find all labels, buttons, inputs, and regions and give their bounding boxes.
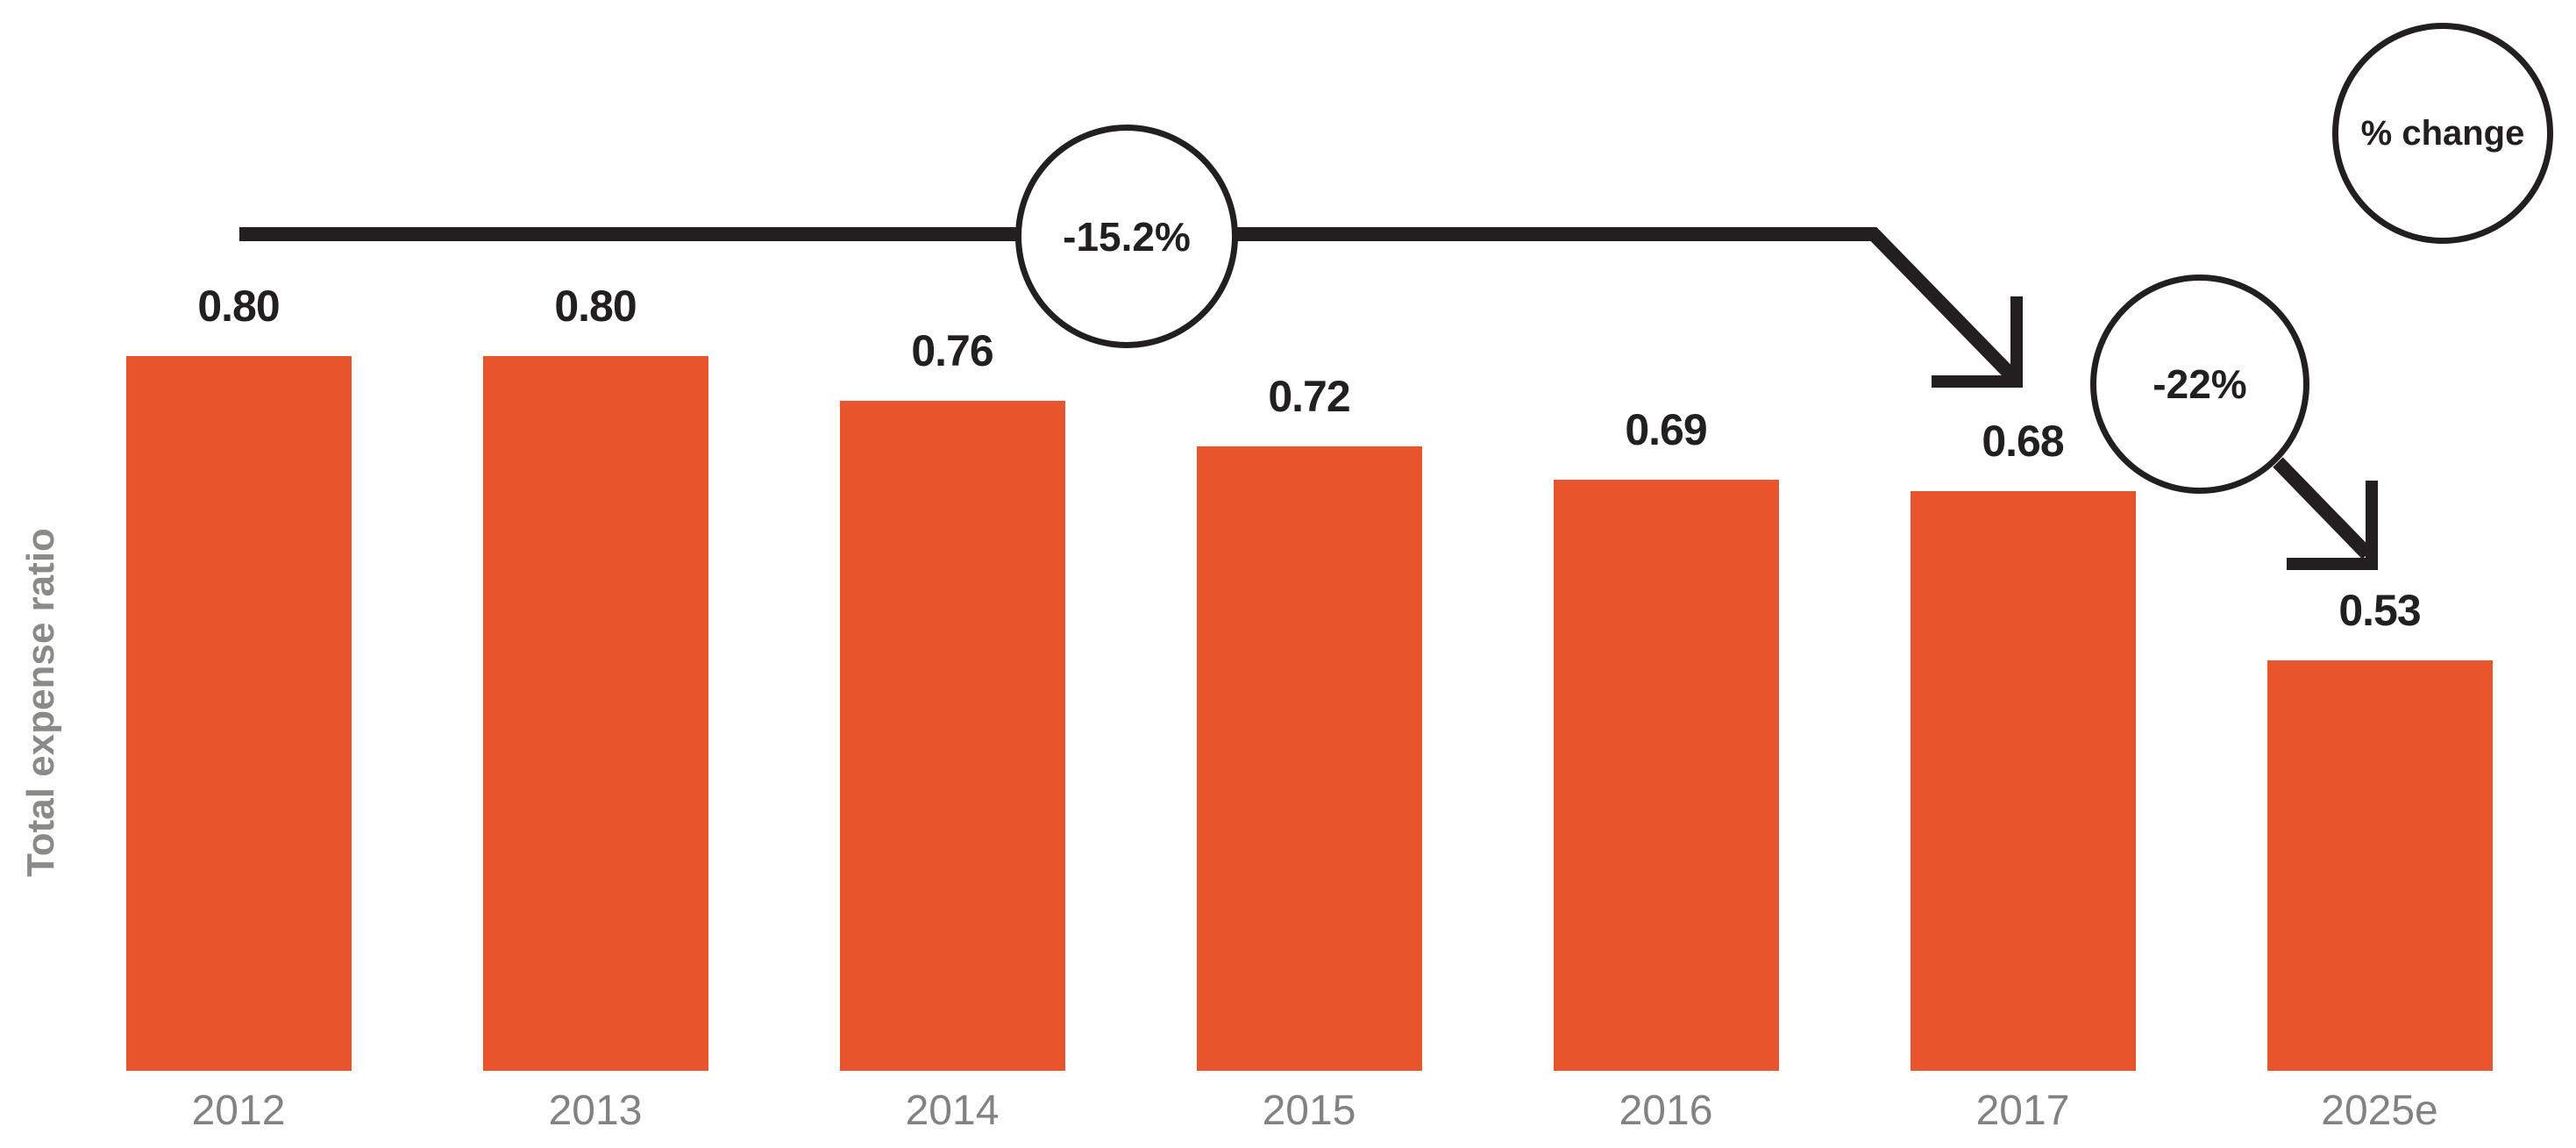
bar-2013 <box>483 356 708 1071</box>
trend-line-2017-2025e <box>2273 457 2373 560</box>
category-label-2012: 2012 <box>191 1087 286 1134</box>
category-label-2017: 2017 <box>1975 1087 2070 1134</box>
bar-2014 <box>840 401 1065 1071</box>
annotation-circle-change-2012-2017: -15.2% <box>1015 125 1238 348</box>
value-label-2012: 0.80 <box>197 282 280 331</box>
down-right-arrowhead-1-icon <box>1932 296 2023 388</box>
annotation-change-1-label: -15.2% <box>1063 213 1191 260</box>
value-label-2017: 0.68 <box>1982 417 2064 466</box>
category-label-2015: 2015 <box>1262 1087 1356 1134</box>
y-axis-label: Total expense ratio <box>19 528 62 877</box>
annotation-change-2-label: -22% <box>2153 361 2247 407</box>
percent-change-legend-circle: % change <box>2332 23 2553 244</box>
category-label-2013: 2013 <box>548 1087 643 1134</box>
annotation-circle-change-2017-2025e: -22% <box>2090 275 2309 494</box>
bar-2012 <box>126 356 352 1071</box>
bar-2025e <box>2267 660 2493 1071</box>
down-right-arrowhead-2-icon <box>2287 481 2378 570</box>
category-label-2016: 2016 <box>1619 1087 1713 1134</box>
value-label-2014: 0.76 <box>911 326 993 375</box>
category-label-2014: 2014 <box>905 1087 1000 1134</box>
bar-2015 <box>1197 446 1422 1071</box>
value-label-2016: 0.69 <box>1625 405 1707 454</box>
value-label-2013: 0.80 <box>554 282 637 331</box>
trend-line-2012-2017 <box>239 227 2018 382</box>
category-label-2025e: 2025e <box>2321 1087 2438 1134</box>
value-label-2015: 0.72 <box>1268 372 1350 421</box>
bar-2016 <box>1554 480 1779 1071</box>
value-label-2025e: 0.53 <box>2338 586 2421 635</box>
percent-change-legend-label: % change <box>2360 113 2525 153</box>
bar-2017 <box>1911 491 2136 1071</box>
